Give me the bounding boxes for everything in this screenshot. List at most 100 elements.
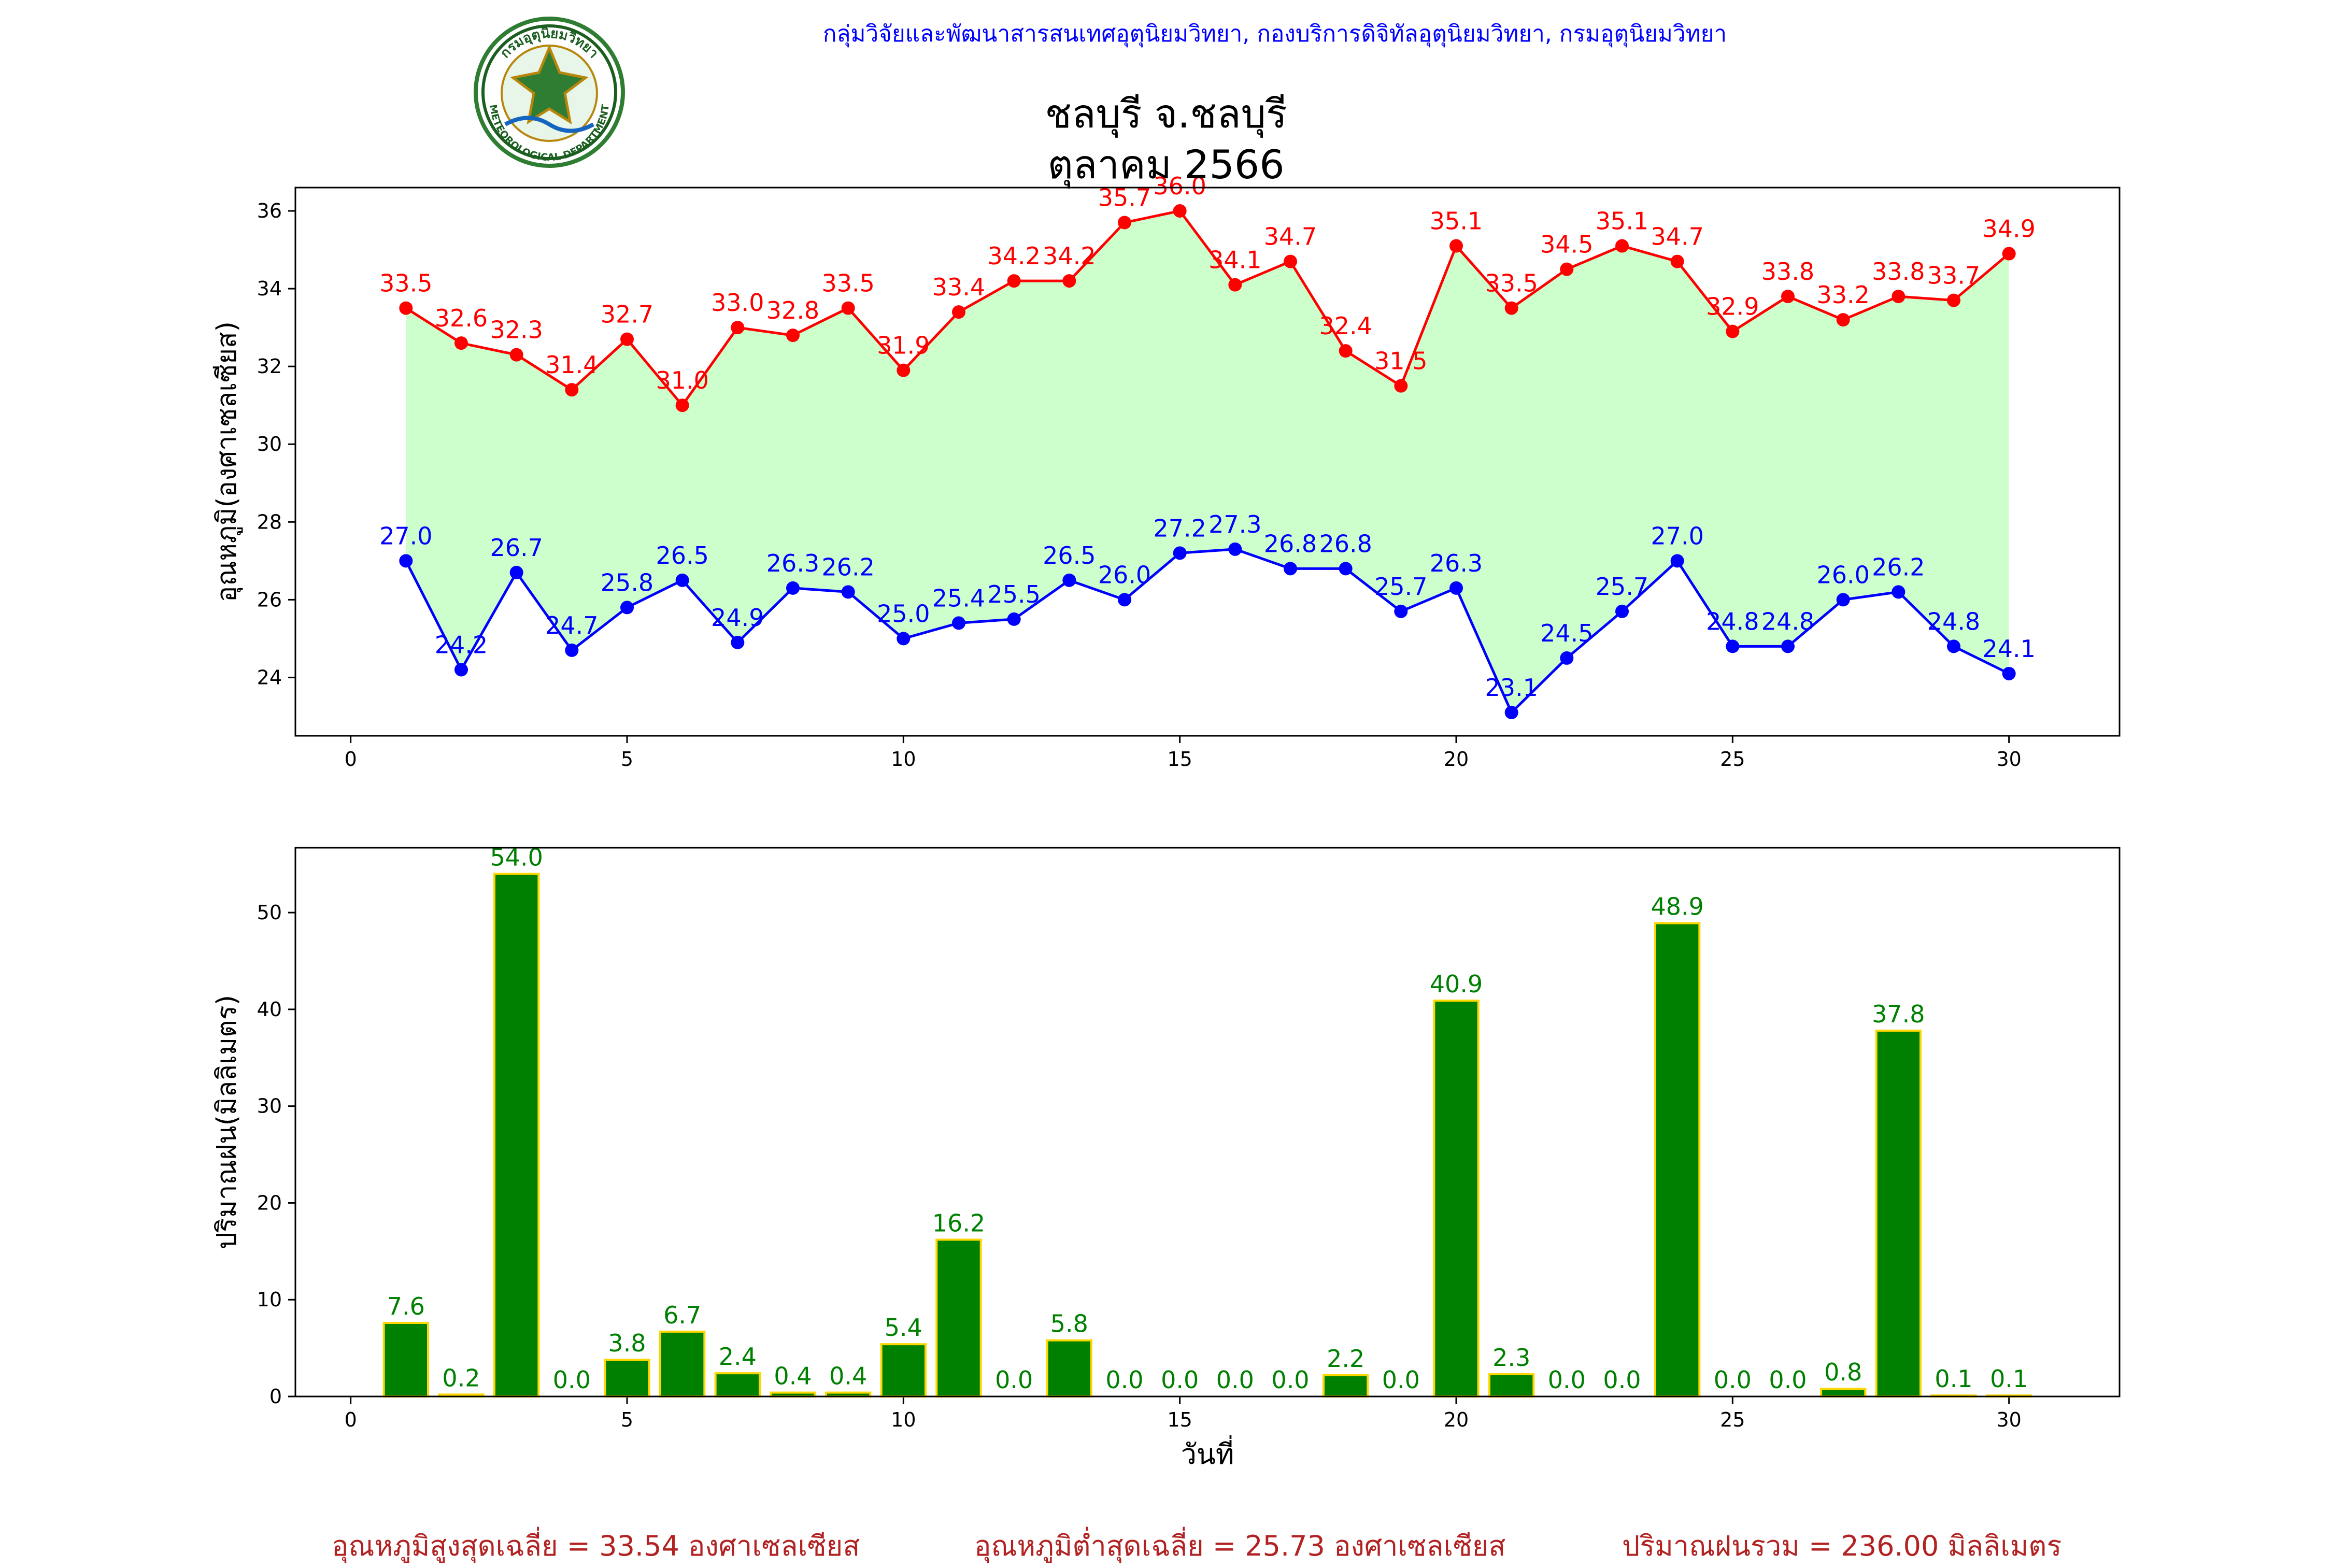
tmax-data-label: 33.4 [932,273,985,301]
rainfall-bar [714,1372,761,1398]
tmin-point [841,585,855,599]
rainfall-data-label: 0.0 [1216,1366,1254,1394]
tmin-point [675,573,689,587]
tmin-data-label: 25.8 [601,568,653,596]
tmin-point [1007,612,1021,626]
tmin-point [1339,562,1353,576]
rainfall-data-label: 5.8 [1050,1310,1088,1338]
rainfall-data-label: 2.3 [1492,1344,1530,1372]
rainfall-bar [1323,1374,1369,1398]
x-tick-label: 5 [621,1408,633,1431]
temperature-y-axis-label: อุณหภูมิ(องศาเซลเซียส) [211,321,243,602]
tmax-point [1670,254,1684,268]
tmax-data-label: 35.7 [1098,184,1151,212]
y-tick-label: 24 [257,666,282,689]
rainfall-bar [1488,1373,1535,1398]
tmax-point [1781,290,1795,304]
tmax-point [454,336,468,350]
rainfall-bar [935,1238,982,1398]
x-tick-label: 5 [621,748,633,771]
chart-title-station: ชลบุรี จ.ชลบุรี [1045,91,1287,137]
tmin-data-label: 27.0 [1651,522,1703,550]
tmin-data-label: 27.3 [1208,510,1261,538]
tmin-data-label: 25.7 [1374,573,1427,601]
tmax-data-label: 34.2 [987,242,1040,270]
y-tick-label: 40 [257,998,282,1021]
tmax-point [1947,293,1960,307]
y-tick-label: 50 [257,901,282,924]
x-tick-label: 20 [1444,1408,1469,1431]
tmin-point [1560,651,1574,665]
tmax-data-label: 33.5 [379,269,432,297]
x-tick-label: 20 [1444,748,1469,771]
tmax-data-label: 33.5 [821,269,874,297]
y-tick-label: 34 [257,277,282,300]
tmax-data-label: 34.5 [1540,231,1593,259]
tmin-data-label: 26.2 [821,553,874,581]
tmax-data-label: 32.7 [601,301,653,329]
tmin-data-label: 26.8 [1264,530,1317,558]
tmin-line [405,548,2010,715]
tmin-point [952,616,965,630]
tmax-point [1726,324,1740,338]
rainfall-bar [1820,1388,1867,1398]
rainfall-bar [1654,922,1701,1398]
tmax-point [1892,290,1906,304]
rainfall-data-label: 0.2 [442,1364,480,1392]
tmin-point [565,643,579,657]
agency-name: กลุ่มวิจัยและพัฒนาสารสนเทศอุตุนิยมวิทยา,… [822,21,1727,47]
logo: กรมอุตุนิยมวิทยา METEOROLOGICAL DEPARTME… [474,17,625,168]
tmin-point [731,635,745,649]
tmin-data-label: 26.3 [1430,549,1483,577]
tmax-point [620,332,634,346]
tmin-point [1615,604,1629,618]
tmax-point [1836,313,1850,327]
tmax-point [952,305,965,319]
rainfall-x-axis-label: วันที่ [1181,1435,1234,1471]
y-tick-label: 36 [257,199,282,222]
tmax-data-label: 33.8 [1761,258,1814,286]
tmin-point [1394,604,1408,618]
tmin-data-label: 24.9 [711,604,764,632]
tmax-data-label: 34.7 [1264,223,1317,251]
rainfall-data-label: 0.1 [1990,1365,2028,1393]
tmax-data-label: 34.7 [1651,223,1703,251]
tmin-point [509,565,523,579]
tmax-point [2002,247,2016,261]
tmin-point [399,554,413,568]
y-tick-label: 30 [257,433,282,455]
y-tick-label: 0 [269,1385,282,1408]
y-tick-label: 30 [257,1095,282,1118]
tmax-data-label: 33.5 [1485,269,1538,297]
rainfall-chart: 0 5 10 15 20 25 30010203040507.60.254.00.03.86… [211,843,2121,1471]
rainfall-data-label: 6.7 [663,1301,701,1329]
tmin-point [786,581,800,595]
tmin-data-label: 24.8 [1706,607,1759,635]
tmin-point [620,601,634,615]
tmin-data-label: 24.5 [1540,619,1593,647]
tmax-point [1007,274,1021,288]
tmin-data-label: 24.8 [1761,607,1814,635]
rainfall-data-label: 0.0 [1603,1366,1641,1394]
tmax-data-label: 36.0 [1153,172,1206,200]
x-tick-label: 10 [891,748,916,771]
tmin-data-label: 26.5 [656,541,708,569]
tmin-data-label: 23.1 [1485,674,1538,702]
rainfall-data-label: 16.2 [932,1209,985,1237]
tmin-point [1449,581,1463,595]
rainfall-plot-frame [294,847,2121,1398]
rainfall-data-label: 0.0 [553,1366,591,1394]
rainfall-data-label: 0.0 [995,1366,1033,1394]
tmin-point [1228,542,1242,556]
rainfall-bar [880,1343,927,1398]
tmax-point [509,348,523,362]
tmin-data-label: 25.7 [1596,573,1648,601]
tmax-point [731,321,745,335]
rainfall-data-label: 5.4 [885,1314,922,1342]
tmax-point [1615,239,1629,253]
rainfall-data-label: 3.8 [608,1329,646,1357]
rainfall-data-label: 0.0 [1548,1366,1586,1394]
tmax-point [565,383,579,397]
tmin-point [1781,639,1795,653]
